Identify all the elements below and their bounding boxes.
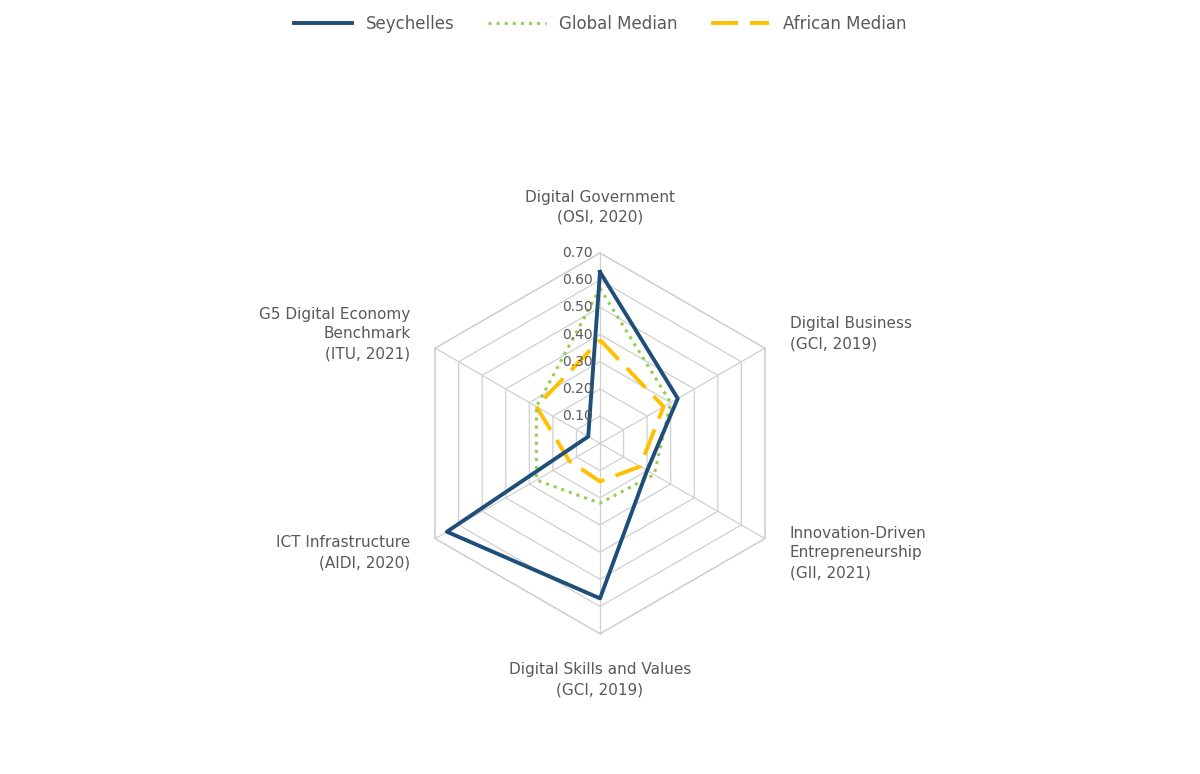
- Text: 0.60: 0.60: [562, 273, 593, 287]
- Text: Digital Government
(OSI, 2020): Digital Government (OSI, 2020): [526, 190, 674, 224]
- Text: Digital Skills and Values
(GCI, 2019): Digital Skills and Values (GCI, 2019): [509, 663, 691, 697]
- Text: 0.30: 0.30: [562, 354, 593, 368]
- Text: G5 Digital Economy
Benchmark
(ITU, 2021): G5 Digital Economy Benchmark (ITU, 2021): [259, 307, 410, 361]
- Text: 0.20: 0.20: [562, 382, 593, 396]
- Text: Digital Business
(GCI, 2019): Digital Business (GCI, 2019): [790, 317, 912, 351]
- Text: 0.50: 0.50: [562, 300, 593, 314]
- Text: 0.70: 0.70: [562, 246, 593, 260]
- Text: ICT Infrastructure
(AIDI, 2020): ICT Infrastructure (AIDI, 2020): [276, 536, 410, 570]
- Text: Innovation-Driven
Entrepreneurship
(GII, 2021): Innovation-Driven Entrepreneurship (GII,…: [790, 526, 926, 580]
- Text: 0.10: 0.10: [562, 409, 593, 423]
- Text: 0.40: 0.40: [562, 327, 593, 341]
- Legend: Seychelles, Global Median, African Median: Seychelles, Global Median, African Media…: [287, 9, 913, 39]
